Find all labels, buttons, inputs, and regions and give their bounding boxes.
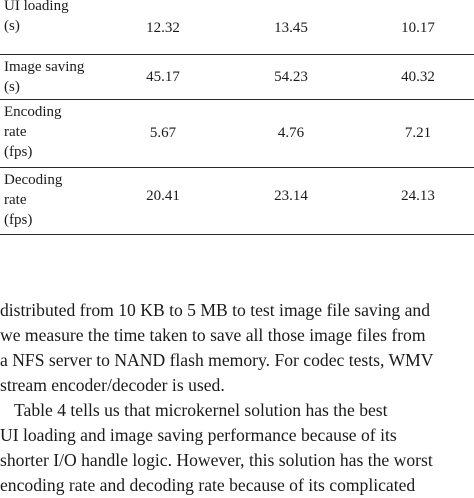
table-cell: 45.17 xyxy=(146,69,180,85)
row-label: Image saving (s) xyxy=(4,59,85,95)
table-cell: 13.45 xyxy=(274,20,308,36)
table-row: UI loading (s) 12.32 13.45 10.17 xyxy=(0,0,474,55)
table-cell: 20.41 xyxy=(146,188,180,204)
results-table: UI loading (s) 12.32 13.45 10.17 Image s… xyxy=(0,0,474,235)
table-cell: 40.32 xyxy=(401,69,435,85)
text-line: Table 4 tells us that microkernel soluti… xyxy=(14,400,388,420)
text-line: stream encoder/decoder is used. xyxy=(0,375,225,395)
body-paragraph: Table 4 tells us that microkernel soluti… xyxy=(0,398,474,498)
table-cell: 7.21 xyxy=(404,125,432,141)
table-row: Image saving (s) 45.17 54.23 40.32 xyxy=(0,55,474,100)
text-line: distributed from 10 KB to 5 MB to test i… xyxy=(0,300,431,320)
text-line: shorter I/O handle logic. However, this … xyxy=(0,450,433,470)
table-cell: 23.14 xyxy=(274,188,308,204)
table-cell: 10.17 xyxy=(401,20,435,36)
body-paragraph: distributed from 10 KB to 5 MB to test i… xyxy=(0,298,474,398)
text-line: a NFS server to NAND flash memory. For c… xyxy=(0,350,434,370)
text-line: UI loading and image saving performance … xyxy=(0,425,397,445)
table-cell: 24.13 xyxy=(401,188,435,204)
table-row: Encoding rate (fps) 5.67 4.76 7.21 xyxy=(0,100,474,168)
row-label: Encoding rate (fps) xyxy=(4,104,62,160)
table-cell: 5.67 xyxy=(149,125,177,141)
table-row: Decoding rate (fps) 20.41 23.14 24.13 xyxy=(0,168,474,235)
text-line: we measure the time taken to save all th… xyxy=(0,325,426,345)
row-label: Decoding rate (fps) xyxy=(4,172,63,228)
table-cell: 4.76 xyxy=(277,125,305,141)
text-line: encoding rate and decoding rate because … xyxy=(0,475,416,495)
table-cell: 54.23 xyxy=(274,69,308,85)
table-cell: 12.32 xyxy=(146,20,180,36)
row-label: UI loading (s) xyxy=(4,0,69,34)
